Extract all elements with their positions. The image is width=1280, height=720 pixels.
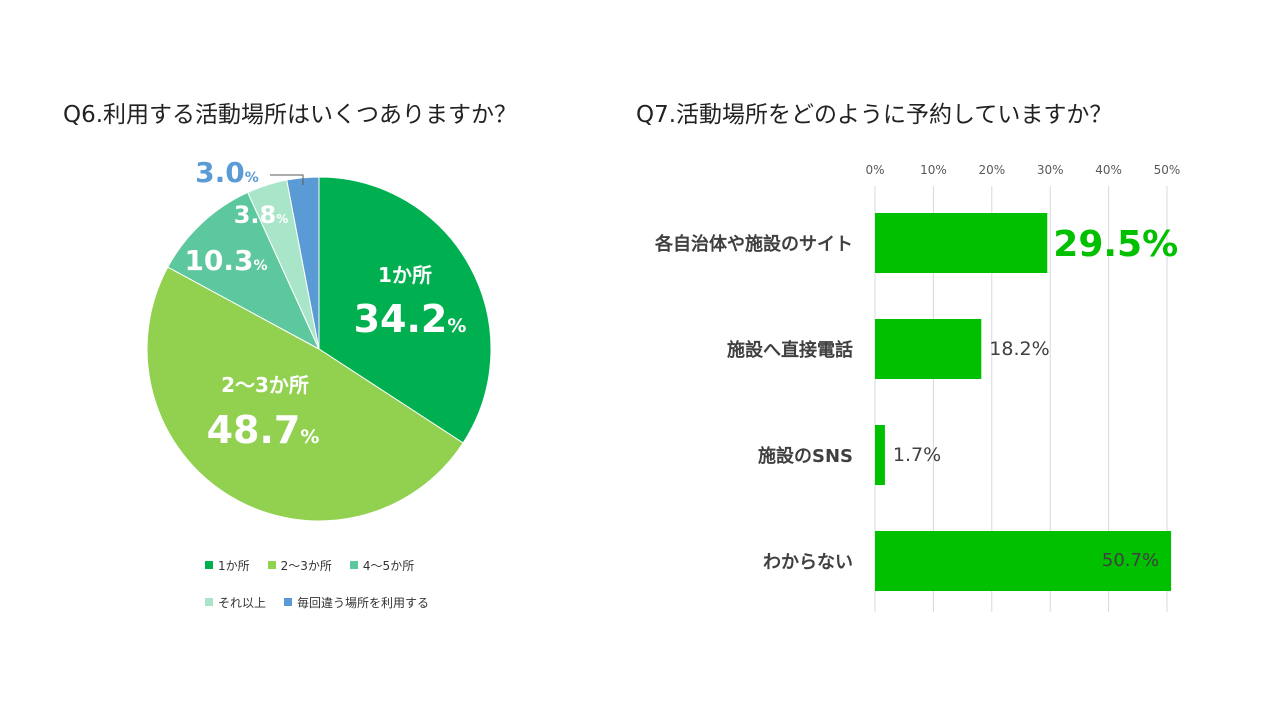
legend-item-4-5kasho: 4〜5か所 [349, 557, 415, 574]
category-label: 施設へ直接電話 [727, 339, 853, 361]
pie-label-value: 10.3% [184, 244, 267, 277]
pie-label-unit: % [245, 170, 259, 186]
category-label: 施設のSNS [758, 445, 853, 467]
x-tick-label: 20% [978, 163, 1005, 177]
category-label: わからない [763, 552, 853, 573]
pie-label-unit: % [254, 258, 268, 274]
pie-label-unit: % [276, 212, 288, 226]
legend-swatch [205, 561, 213, 569]
pie-label-number: 10.3 [184, 244, 253, 277]
x-tick-label: 10% [920, 163, 947, 177]
q6-title: Q6.利用する活動場所はいくつありますか？ [63, 102, 518, 128]
pie-label-unit: % [447, 315, 466, 337]
x-tick-label: 30% [1037, 163, 1064, 177]
pie-label-name: 2〜3か所 [221, 373, 309, 397]
pie-label-value: 48.7% [207, 408, 320, 452]
pie-label-number: 3.0 [195, 156, 245, 189]
category-label: 各自治体や施設のサイト [654, 233, 853, 255]
leader-line [270, 174, 304, 185]
legend-label: 4〜5か所 [362, 558, 415, 573]
legend-item-1kasho: 1か所 [205, 557, 250, 574]
bar-value-label: 18.2% [989, 338, 1049, 360]
bar-1 [875, 213, 1048, 273]
pie-label-value: 3.0% [195, 156, 259, 189]
pie-label-value: 34.2% [354, 297, 467, 341]
bar-value-label: 50.7% [1102, 550, 1159, 571]
pie-label-name: 1か所 [378, 263, 432, 287]
legend-label: 毎回違う場所を利用する [297, 595, 430, 610]
legend-item-maikai: 毎回違う場所を利用する [284, 594, 429, 611]
x-tick-label: 0% [865, 163, 884, 177]
bar-2 [875, 319, 982, 379]
pie-label-unit: % [300, 426, 319, 448]
x-tick-label: 40% [1095, 163, 1122, 177]
pie-legend: 1か所 2〜3か所 4〜5か所 それ以上 毎回違う場所を利用する [205, 555, 525, 629]
q7-title: Q7.活動場所をどのように予約していますか？ [636, 102, 1113, 128]
bar-value-label: 1.7% [893, 444, 941, 466]
legend-swatch [284, 598, 293, 606]
bar-3 [875, 425, 885, 485]
pie-slice-4-5kasho [167, 191, 321, 351]
pie-label-value: 3.8% [234, 201, 289, 229]
legend-swatch [205, 598, 213, 606]
legend-swatch [267, 561, 276, 569]
bar-4 [875, 531, 1172, 591]
pie-label-number: 48.7 [207, 408, 301, 452]
legend-item-sore-ijo: それ以上 [205, 594, 266, 611]
pie-label-number: 3.8 [234, 201, 277, 229]
bar-value-label: 29.5% [1053, 224, 1178, 265]
legend-item-2-3kasho: 2〜3か所 [267, 557, 332, 574]
pie-label-number: 34.2 [354, 297, 448, 341]
legend-label: 2〜3か所 [280, 558, 332, 573]
legend-swatch [349, 561, 358, 569]
legend-label: それ以上 [218, 595, 267, 610]
x-tick-label: 50% [1154, 163, 1181, 177]
legend-label: 1か所 [218, 558, 250, 573]
pie-slice-2-3kasho [146, 266, 464, 522]
